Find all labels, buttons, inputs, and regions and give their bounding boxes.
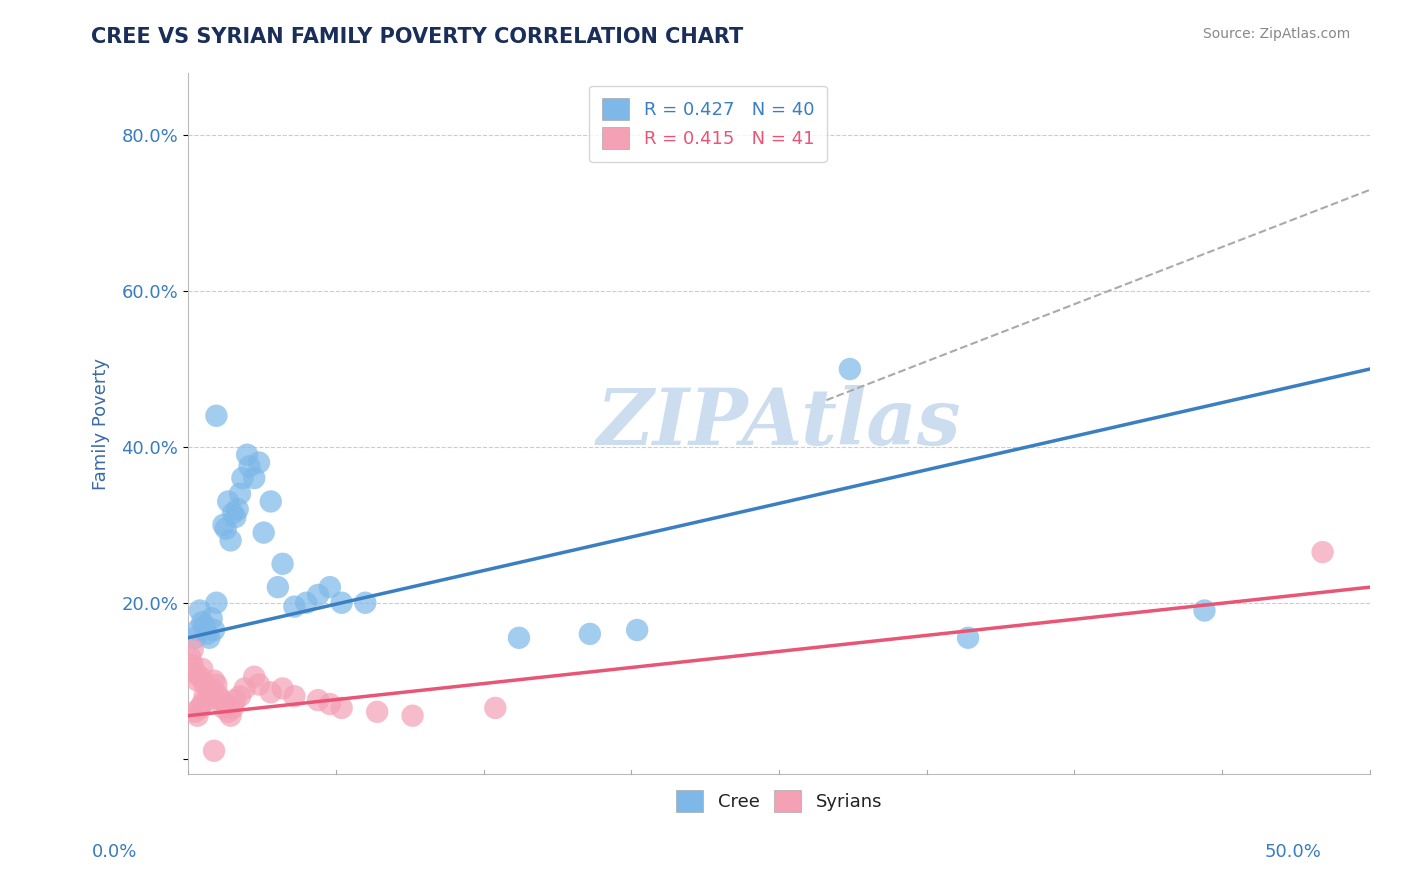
Point: [195, 627, 218, 641]
Text: 0.0%: 0.0%: [91, 843, 136, 861]
Point: [186, 623, 208, 637]
Text: Source: ZipAtlas.com: Source: ZipAtlas.com: [1202, 27, 1350, 41]
Point: [191, 662, 214, 676]
Point: [201, 681, 224, 696]
Text: CREE VS SYRIAN FAMILY POVERTY CORRELATION CHART: CREE VS SYRIAN FAMILY POVERTY CORRELATIO…: [91, 27, 744, 46]
Point: [198, 685, 221, 699]
Point: [319, 697, 342, 711]
Point: [194, 677, 217, 691]
Point: [202, 623, 225, 637]
Point: [212, 701, 235, 715]
Point: [243, 471, 266, 485]
Point: [330, 596, 353, 610]
Point: [484, 701, 506, 715]
Point: [366, 705, 388, 719]
Point: [253, 525, 276, 540]
Point: [215, 522, 238, 536]
Point: [188, 701, 211, 715]
Point: [233, 681, 256, 696]
Point: [195, 693, 218, 707]
Point: [205, 677, 228, 691]
Point: [205, 409, 228, 423]
Point: [271, 681, 294, 696]
Point: [184, 705, 207, 719]
Point: [267, 580, 290, 594]
Point: [201, 611, 224, 625]
Point: [219, 708, 242, 723]
Point: [186, 673, 208, 688]
Point: [191, 615, 214, 630]
Point: [205, 596, 228, 610]
Point: [224, 510, 246, 524]
Point: [295, 596, 318, 610]
Point: [401, 708, 423, 723]
Point: [307, 693, 329, 707]
Point: [226, 502, 249, 516]
Point: [283, 690, 305, 704]
Point: [330, 701, 353, 715]
Point: [222, 506, 245, 520]
Point: [229, 486, 252, 500]
Text: 50.0%: 50.0%: [1265, 843, 1322, 861]
Point: [238, 459, 260, 474]
Point: [188, 603, 211, 617]
Point: [222, 701, 245, 715]
Point: [307, 588, 329, 602]
Point: [181, 642, 204, 657]
Y-axis label: Family Poverty: Family Poverty: [93, 358, 110, 490]
Point: [260, 685, 283, 699]
Point: [194, 690, 217, 704]
Point: [1194, 603, 1216, 617]
Point: [243, 670, 266, 684]
Point: [184, 665, 207, 680]
Legend: Cree, Syrians: Cree, Syrians: [664, 778, 894, 825]
Point: [184, 631, 207, 645]
Point: [283, 599, 305, 614]
Point: [247, 456, 270, 470]
Point: [209, 693, 232, 707]
Point: [626, 623, 648, 637]
Point: [179, 650, 201, 665]
Point: [219, 533, 242, 548]
Point: [202, 744, 225, 758]
Point: [215, 697, 238, 711]
Point: [508, 631, 530, 645]
Point: [247, 677, 270, 691]
Point: [186, 708, 208, 723]
Point: [181, 658, 204, 673]
Point: [224, 693, 246, 707]
Point: [188, 670, 211, 684]
Point: [838, 362, 860, 376]
Point: [260, 494, 283, 508]
Point: [212, 517, 235, 532]
Point: [271, 557, 294, 571]
Point: [354, 596, 377, 610]
Point: [236, 448, 259, 462]
Point: [191, 697, 214, 711]
Point: [198, 631, 221, 645]
Point: [202, 673, 225, 688]
Point: [579, 627, 602, 641]
Point: [217, 705, 239, 719]
Point: [194, 619, 217, 633]
Point: [229, 690, 252, 704]
Text: ZIPAtlas: ZIPAtlas: [596, 385, 962, 462]
Point: [217, 494, 239, 508]
Point: [208, 690, 231, 704]
Point: [1312, 545, 1334, 559]
Point: [957, 631, 980, 645]
Point: [231, 471, 253, 485]
Point: [319, 580, 342, 594]
